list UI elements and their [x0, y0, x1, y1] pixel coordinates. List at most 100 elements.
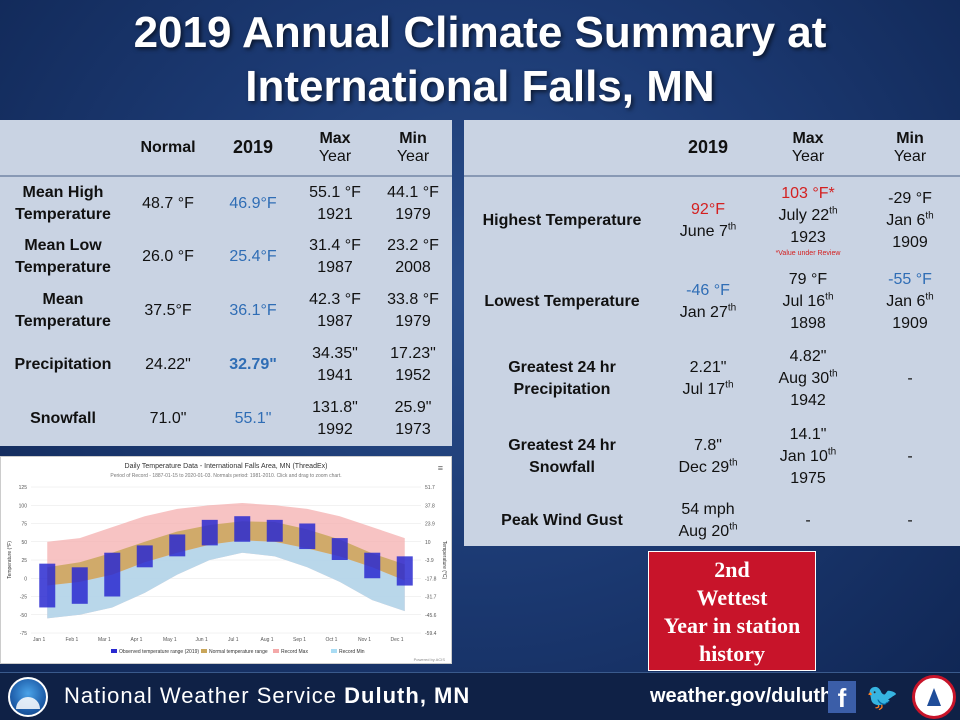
- max-cell: 4.82" Aug 30th 1942: [756, 340, 860, 418]
- header-max-sub: Year: [791, 147, 825, 165]
- min-value: -55 °F: [888, 271, 932, 288]
- table-row: Precipitation 24.22" 32.79" 34.35" 1941 1…: [0, 338, 452, 392]
- normal-value: 71.0": [149, 410, 187, 427]
- row-label: Lowest Temperature: [484, 293, 640, 310]
- y-tick-label: -75: [20, 631, 27, 637]
- date-suffix: th: [925, 210, 934, 222]
- min-year: 1952: [395, 367, 431, 384]
- badge-line-4: history: [699, 641, 765, 666]
- hamburger-menu-icon[interactable]: ≡: [437, 463, 443, 473]
- value-2019: 36.1°F: [229, 302, 277, 319]
- max-year: 1942: [790, 392, 826, 409]
- header-min-sub: Year: [893, 147, 927, 165]
- y-tick-label: -50: [20, 613, 27, 619]
- max-value: 55.1 °F: [309, 183, 361, 201]
- max-date: Aug 30: [778, 370, 830, 387]
- date-suffix: th: [925, 291, 934, 303]
- table-row: Greatest 24 hr Precipitation 2.21" Jul 17…: [464, 340, 960, 418]
- row-label: Peak Wind Gust: [501, 512, 623, 529]
- max-date: Jan 10: [779, 448, 828, 465]
- x-tick-label: Sep 1: [293, 637, 306, 643]
- max-value: 42.3 °F: [309, 291, 361, 308]
- header-blank: [0, 120, 126, 176]
- y-tick-label: 100: [19, 503, 28, 509]
- date-2019: Jan 27: [679, 304, 728, 321]
- chart-credit: Powered by ACIS: [414, 657, 446, 662]
- value-2019: 92°F: [691, 200, 725, 218]
- header-max-year: Max Year: [756, 120, 860, 176]
- header-min-label: Min: [399, 129, 427, 147]
- twitter-icon[interactable]: 🐦: [866, 682, 899, 712]
- footer-bar: National Weather Service Duluth, MN weat…: [0, 672, 960, 720]
- table-header-row: Normal 2019 Max Year Min Year: [0, 120, 452, 176]
- normal-value: 24.22": [145, 356, 191, 373]
- row-label-line1: Mean Low: [24, 237, 102, 254]
- max-year: 1941: [317, 367, 353, 384]
- max-cell: 131.8" 1992: [296, 392, 374, 446]
- observed-range-bar: [266, 519, 283, 542]
- temperature-chart[interactable]: 125 51.7 100 37.8 75 23.9 50 10 25 -3.9 0 -17.8 -25 -…: [0, 456, 452, 664]
- x-tick-label: Jan 1: [33, 637, 45, 643]
- value-2019-cell: 54 mph Aug 20th: [660, 496, 756, 546]
- x-tick-label: May 1: [163, 637, 177, 643]
- max-value: 103 °F*: [781, 184, 835, 202]
- date-suffix: th: [727, 302, 737, 314]
- table-row: Greatest 24 hr Snowfall 7.8" Dec 29th 14.…: [464, 418, 960, 496]
- legend-label: Observed temperature range (2019): [119, 649, 199, 655]
- observed-range-bar: [364, 552, 381, 579]
- value-2019: 7.8": [694, 437, 722, 454]
- row-label: Snowfall: [30, 410, 96, 427]
- x-tick-label: Oct 1: [326, 637, 338, 643]
- max-cell: 31.4 °F 1987: [296, 230, 374, 284]
- date-suffix: th: [825, 291, 834, 303]
- facebook-icon[interactable]: f: [828, 681, 856, 713]
- min-value: -: [907, 370, 913, 387]
- row-label: Highest Temperature: [482, 211, 642, 229]
- chart-canvas[interactable]: 125 51.7 100 37.8 75 23.9 50 10 25 -3.9 0 -17.8 -25 -…: [1, 457, 453, 665]
- averages-table: Normal 2019 Max Year Min Year Mean High T…: [0, 120, 452, 446]
- min-year: 1909: [892, 233, 928, 251]
- min-year: 1909: [892, 315, 928, 332]
- badge-line-2: Wettest: [696, 585, 768, 610]
- observed-range-bar: [331, 538, 348, 560]
- review-note: *Value under Review: [775, 249, 841, 257]
- page-title: 2019 Annual Climate Summary at Internati…: [0, 6, 960, 114]
- website-link[interactable]: weather.gov/duluth: [650, 685, 833, 707]
- normal-value: 37.5°F: [144, 302, 192, 319]
- max-value: 31.4 °F: [309, 237, 361, 254]
- table-row: Lowest Temperature -46 °F Jan 27th 79 °F…: [464, 264, 960, 340]
- y-tick-label-c: 23.9: [425, 522, 435, 528]
- value-2019-cell: 92°F June 7th: [660, 176, 756, 264]
- normal-value: 48.7 °F: [142, 194, 194, 212]
- min-value: 17.23": [390, 345, 436, 362]
- y-tick-label-c: -17.8: [425, 576, 437, 582]
- header-min-sub: Year: [396, 147, 430, 165]
- observed-range-bar: [169, 534, 186, 557]
- min-cell: -55 °F Jan 6th 1909: [860, 264, 960, 340]
- date-suffix: th: [829, 368, 838, 380]
- nws-logo-icon: [912, 675, 956, 719]
- noaa-logo-icon: [8, 677, 48, 717]
- min-year: 1973: [395, 421, 431, 438]
- value-2019: 46.9°F: [229, 194, 277, 212]
- y-tick-label: 0: [24, 576, 27, 582]
- nws-office: Duluth, MN: [344, 683, 471, 708]
- max-value: 4.82": [789, 348, 827, 365]
- table-row: Snowfall 71.0" 55.1" 131.8" 1992 25.9" 197…: [0, 392, 452, 446]
- y-tick-label: 75: [21, 522, 27, 528]
- badge-line-1: 2nd: [714, 557, 750, 582]
- value-2019: 2.21": [689, 359, 727, 376]
- y-tick-label-c: 37.8: [425, 503, 435, 509]
- header-blank: [464, 120, 660, 176]
- y-tick-label: 25: [21, 558, 27, 564]
- min-date: Jan 6: [886, 293, 926, 310]
- min-cell: 33.8 °F 1979: [374, 284, 452, 338]
- row-label: Mean High Temperature: [0, 176, 126, 230]
- legend-swatch: [331, 649, 337, 653]
- row-label-line1: Mean: [42, 291, 84, 308]
- observed-range-bar: [39, 563, 56, 608]
- record-min-area: [47, 540, 405, 619]
- value-2019: 55.1": [234, 410, 272, 427]
- min-value: 33.8 °F: [387, 291, 439, 308]
- row-label: Precipitation: [14, 356, 112, 373]
